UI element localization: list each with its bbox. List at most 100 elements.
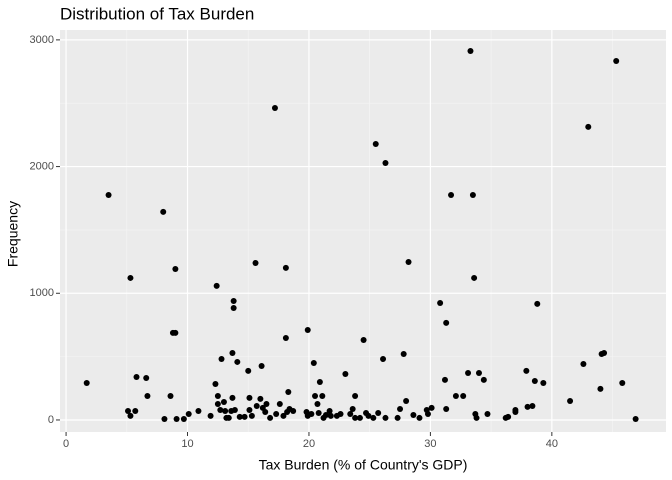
x-axis-label: Tax Burden (% of Country's GDP) <box>259 457 468 473</box>
point <box>632 415 639 422</box>
point <box>252 259 259 266</box>
point <box>585 123 592 130</box>
point <box>326 407 333 414</box>
y-axis-label: Frequency <box>5 201 21 267</box>
point <box>567 397 574 404</box>
point <box>410 412 417 419</box>
point <box>195 407 202 414</box>
point <box>315 409 322 416</box>
point <box>160 208 167 215</box>
point <box>480 376 487 383</box>
y-tick-label: 2000 <box>30 160 54 172</box>
point <box>105 191 112 198</box>
point <box>143 375 150 382</box>
point <box>342 370 349 377</box>
point <box>524 403 531 410</box>
point <box>144 393 151 400</box>
point <box>375 409 382 416</box>
point <box>471 274 478 281</box>
x-tick-label: 40 <box>546 438 558 450</box>
point <box>214 393 221 400</box>
point <box>523 367 530 374</box>
point <box>540 379 547 386</box>
point <box>619 379 626 386</box>
point <box>245 367 252 374</box>
point <box>601 349 608 356</box>
point <box>83 379 90 386</box>
point <box>534 300 541 307</box>
point <box>416 414 423 421</box>
point <box>352 414 359 421</box>
y-tick-label: 0 <box>48 414 54 426</box>
point <box>443 319 450 326</box>
point <box>316 378 323 385</box>
point <box>273 411 280 418</box>
point <box>441 376 448 383</box>
panel <box>60 30 666 432</box>
point <box>312 393 319 400</box>
point <box>229 394 236 401</box>
point <box>246 406 253 413</box>
point <box>246 394 253 401</box>
point <box>218 356 225 363</box>
point <box>505 413 512 420</box>
point <box>214 401 221 408</box>
point <box>230 297 237 304</box>
point <box>475 369 482 376</box>
x-tick-label: 0 <box>63 438 69 450</box>
point <box>133 374 140 381</box>
y-tick-label: 3000 <box>30 34 54 46</box>
point <box>394 414 401 421</box>
point <box>443 405 450 412</box>
point <box>217 406 224 413</box>
point <box>512 406 519 413</box>
point <box>222 407 229 414</box>
point <box>423 406 430 413</box>
point <box>308 411 315 418</box>
point <box>127 412 134 419</box>
y-tick-label: 1000 <box>30 287 54 299</box>
point <box>258 362 265 369</box>
point <box>403 397 410 404</box>
point <box>310 359 317 366</box>
point <box>212 380 219 387</box>
point <box>356 414 363 421</box>
point <box>473 414 480 421</box>
point <box>231 406 238 413</box>
point <box>465 369 472 376</box>
point <box>282 264 289 271</box>
point <box>319 393 326 400</box>
point <box>349 405 356 412</box>
chart-title: Distribution of Tax Burden <box>60 4 254 23</box>
point <box>173 415 180 422</box>
point <box>290 407 297 414</box>
point <box>241 413 248 420</box>
x-tick-label: 30 <box>424 438 436 450</box>
point <box>347 411 354 418</box>
point <box>132 407 139 414</box>
point <box>352 393 359 400</box>
point <box>213 282 220 289</box>
point <box>257 395 264 402</box>
point <box>276 401 283 408</box>
point <box>263 401 270 408</box>
point <box>207 412 214 419</box>
point <box>172 265 179 272</box>
point <box>234 358 241 365</box>
point <box>448 191 455 198</box>
point <box>382 414 389 421</box>
point <box>365 412 372 419</box>
x-tick-label: 10 <box>181 438 193 450</box>
point <box>322 412 329 419</box>
point <box>253 403 260 410</box>
point <box>484 411 491 418</box>
point <box>125 407 132 414</box>
point <box>360 337 367 344</box>
point <box>597 385 604 392</box>
point <box>437 300 444 307</box>
point <box>282 334 289 341</box>
point <box>337 411 344 418</box>
point <box>127 274 134 281</box>
point <box>460 393 467 400</box>
